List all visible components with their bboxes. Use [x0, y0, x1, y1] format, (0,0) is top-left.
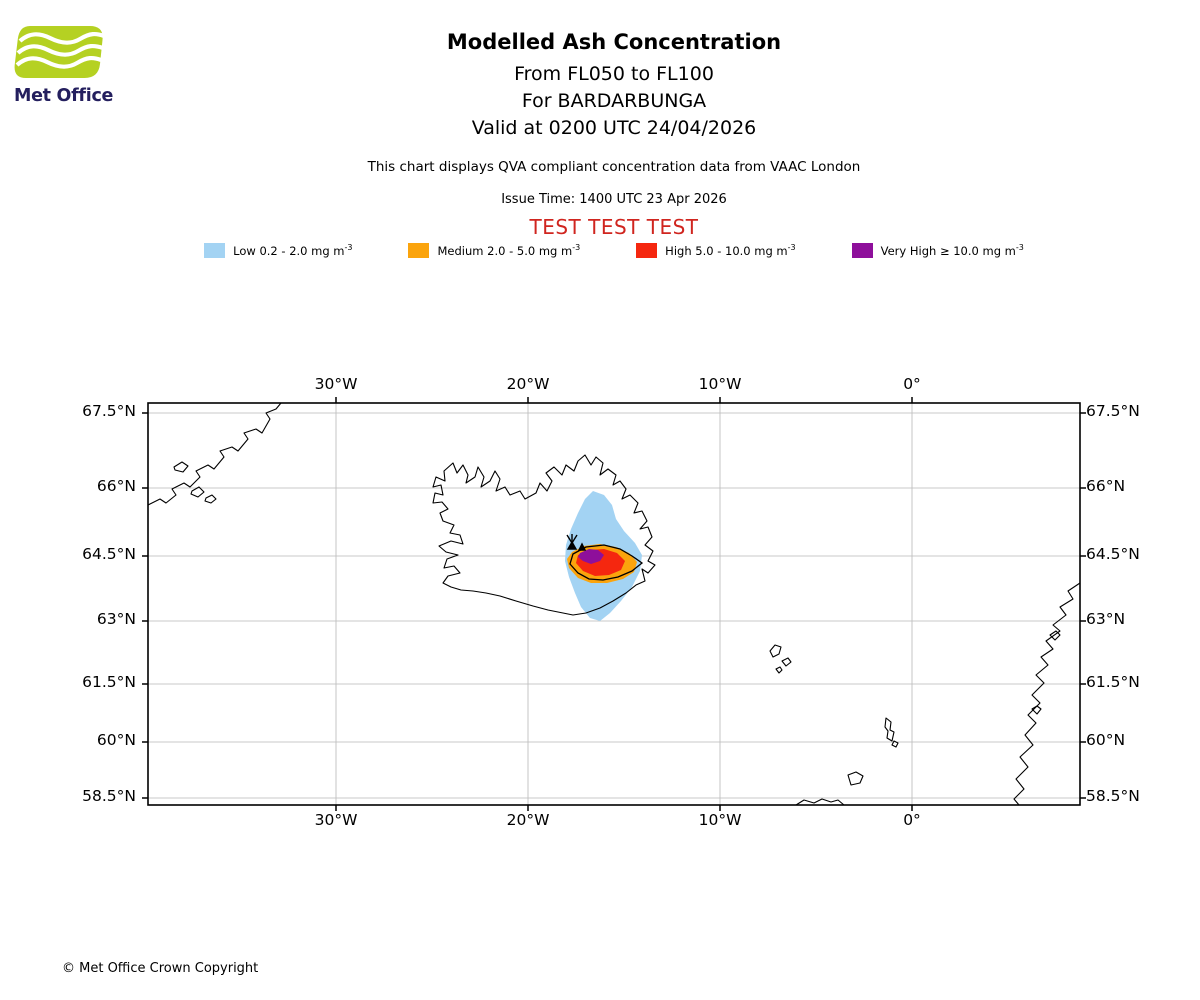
coast-orkney — [847, 771, 864, 786]
legend-item-medium: Medium 2.0 - 5.0 mg m-3 — [408, 243, 580, 258]
coast-faroe — [769, 644, 792, 674]
lat-label-right-64-5n: 64.5°N — [1086, 545, 1140, 563]
coast-greenland-islands — [173, 461, 217, 504]
legend-swatch-very-high — [851, 243, 873, 258]
legend-swatch-high — [636, 243, 658, 258]
lat-label-left-58-5n: 58.5°N — [82, 787, 136, 805]
lat-label-left-63n: 63°N — [96, 610, 136, 628]
lon-label-bottom-20w: 20°W — [506, 811, 550, 829]
coast-iceland — [432, 454, 656, 616]
lat-label-left-66n: 66°N — [96, 477, 136, 495]
lon-label-top-30w: 30°W — [314, 375, 358, 393]
legend-swatch-low — [204, 243, 226, 258]
lat-label-left-67-5n: 67.5°N — [82, 402, 136, 420]
legend-item-low: Low 0.2 - 2.0 mg m-3 — [204, 243, 352, 258]
legend-label-low: Low 0.2 - 2.0 mg m-3 — [233, 243, 353, 258]
lat-label-right-60n: 60°N — [1086, 731, 1126, 749]
lat-label-right-58-5n: 58.5°N — [1086, 787, 1140, 805]
qva-note: This chart displays QVA compliant concen… — [367, 159, 861, 175]
volcano-line: For BARDARBUNGA — [521, 90, 707, 112]
lon-label-bottom-0: 0° — [903, 811, 921, 829]
vaac-contour — [569, 544, 644, 581]
lon-label-top-20w: 20°W — [506, 375, 550, 393]
lat-label-right-61-5n: 61.5°N — [1086, 673, 1140, 691]
legend-label-high: High 5.0 - 10.0 mg m-3 — [665, 243, 796, 258]
volcano-icon — [566, 534, 587, 551]
map-canvas — [142, 397, 1086, 811]
coast-greenland — [147, 402, 282, 506]
lon-label-bottom-10w: 10°W — [698, 811, 742, 829]
ash-layer-very-high — [578, 549, 604, 564]
met-office-logo-icon — [14, 26, 105, 78]
lon-label-top-0: 0° — [903, 375, 921, 393]
lat-label-right-66n: 66°N — [1086, 477, 1126, 495]
legend: Low 0.2 - 2.0 mg m-3 Medium 2.0 - 5.0 mg… — [28, 243, 1200, 258]
page-title: Modelled Ash Concentration — [446, 30, 782, 54]
flight-level-line: From FL050 to FL100 — [514, 63, 714, 85]
issue-time: Issue Time: 1400 UTC 23 Apr 2026 — [501, 192, 727, 207]
map-border — [147, 402, 1081, 806]
test-banner: TEST TEST TEST — [529, 215, 699, 239]
map-ticks — [142, 397, 1086, 811]
coast-norway — [1013, 582, 1081, 806]
lat-label-left-64-5n: 64.5°N — [82, 545, 136, 563]
lon-label-bottom-30w: 30°W — [314, 811, 358, 829]
lat-label-right-63n: 63°N — [1086, 610, 1126, 628]
legend-label-very-high: Very High ≥ 10.0 mg m-3 — [880, 243, 1024, 258]
legend-swatch-medium — [408, 243, 430, 258]
coast-scotland-edge — [795, 798, 845, 806]
coastlines — [147, 402, 1081, 806]
legend-label-medium: Medium 2.0 - 5.0 mg m-3 — [437, 243, 581, 258]
coast-norway-islands — [1031, 630, 1061, 715]
legend-item-high: High 5.0 - 10.0 mg m-3 — [636, 243, 796, 258]
met-office-logo-text: Met Office — [14, 86, 114, 106]
lat-label-left-60n: 60°N — [96, 731, 136, 749]
legend-item-very-high: Very High ≥ 10.0 mg m-3 — [851, 243, 1024, 258]
copyright: © Met Office Crown Copyright — [62, 961, 259, 976]
met-office-logo: Met Office — [14, 24, 124, 106]
lon-label-top-10w: 10°W — [698, 375, 742, 393]
lat-label-left-61-5n: 61.5°N — [82, 673, 136, 691]
lat-label-right-67-5n: 67.5°N — [1086, 402, 1140, 420]
coast-shetland — [884, 717, 899, 748]
valid-time-line: Valid at 0200 UTC 24/04/2026 — [471, 117, 757, 139]
